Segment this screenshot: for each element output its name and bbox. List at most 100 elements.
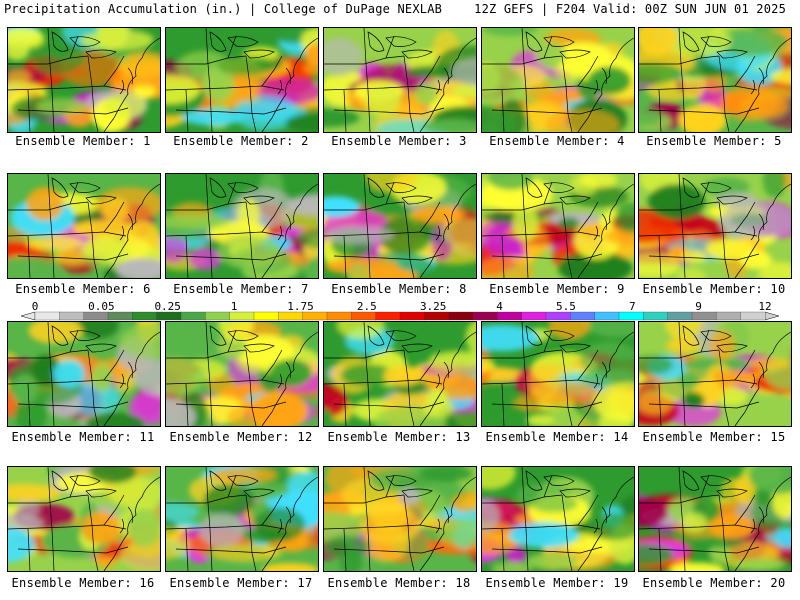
ensemble-map-panel <box>165 321 319 427</box>
ensemble-member-label: Ensemble Member: 11 <box>11 430 155 444</box>
precip-map <box>324 174 476 278</box>
ensemble-map-panel <box>7 27 161 133</box>
ensemble-member-label: Ensemble Member: 2 <box>173 134 309 148</box>
ensemble-member-label: Ensemble Member: 20 <box>642 576 786 590</box>
colorbar-swatch <box>399 311 425 321</box>
precip-map <box>324 322 476 426</box>
chart-title: Precipitation Accumulation (in.) | Colle… <box>4 2 443 16</box>
ensemble-member-label: Ensemble Member: 6 <box>15 282 151 296</box>
colorbar-swatch <box>472 311 498 321</box>
precip-map <box>482 28 634 132</box>
map-boundaries <box>639 174 791 278</box>
colorbar-swatch <box>351 311 377 321</box>
colorbar-swatch <box>132 311 158 321</box>
colorbar-swatch <box>424 311 450 321</box>
colorbar-swatch <box>59 311 85 321</box>
colorbar-swatch <box>545 311 571 321</box>
colorbar-tick-label: 0 <box>32 300 39 313</box>
precip-map <box>8 467 160 571</box>
colorbar-swatch <box>740 311 766 321</box>
ensemble-member-label: Ensemble Member: 17 <box>169 576 313 590</box>
ensemble-member-label: Ensemble Member: 1 <box>15 134 151 148</box>
colorbar-swatch <box>594 311 620 321</box>
map-boundaries <box>639 28 791 132</box>
colorbar-swatch <box>83 311 109 321</box>
precip-map <box>8 174 160 278</box>
ensemble-map-panel <box>481 27 635 133</box>
ensemble-member-label: Ensemble Member: 9 <box>489 282 625 296</box>
precip-map <box>324 28 476 132</box>
ensemble-map-panel <box>481 466 635 572</box>
map-boundaries <box>324 467 476 571</box>
map-boundaries <box>324 174 476 278</box>
colorbar-swatch <box>570 311 596 321</box>
colorbar-tick-label: 9 <box>695 300 702 313</box>
ensemble-map-panel <box>481 173 635 279</box>
precip-map <box>639 28 791 132</box>
colorbar-tick-label: 0.25 <box>154 300 181 313</box>
ensemble-map-panel <box>481 321 635 427</box>
ensemble-map-panel <box>7 321 161 427</box>
map-boundaries <box>166 467 318 571</box>
run-valid-time: 12Z GEFS | F204 Valid: 00Z SUN JUN 01 20… <box>474 2 786 16</box>
map-boundaries <box>482 322 634 426</box>
map-boundaries <box>166 174 318 278</box>
colorbar-swatch <box>107 311 133 321</box>
colorbar-tick-label: 1.75 <box>287 300 314 313</box>
colorbar-swatch <box>618 311 644 321</box>
ensemble-member-label: Ensemble Member: 12 <box>169 430 313 444</box>
ensemble-member-label: Ensemble Member: 4 <box>489 134 625 148</box>
colorbar-swatch <box>497 311 523 321</box>
colorbar-swatch <box>278 311 304 321</box>
colorbar-swatch <box>253 311 279 321</box>
ensemble-map-panel <box>165 466 319 572</box>
map-boundaries <box>8 322 160 426</box>
ensemble-map-panel <box>165 27 319 133</box>
precip-colorbar: 0 0.05 0.25 1 1.75 2.5 3.25 4 5.5 7 9 12 <box>20 300 780 321</box>
colorbar-swatch <box>375 311 401 321</box>
ensemble-member-label: Ensemble Member: 18 <box>327 576 471 590</box>
colorbar-swatch <box>643 311 669 321</box>
ensemble-map-panel <box>165 173 319 279</box>
map-boundaries <box>8 174 160 278</box>
ensemble-member-label: Ensemble Member: 8 <box>331 282 467 296</box>
colorbar-tick-label: 1 <box>231 300 238 313</box>
precip-map <box>482 467 634 571</box>
map-boundaries <box>8 467 160 571</box>
precip-map <box>639 174 791 278</box>
precip-map <box>482 174 634 278</box>
ensemble-map-panel <box>323 173 477 279</box>
ensemble-map-panel <box>638 173 792 279</box>
ensemble-member-label: Ensemble Member: 3 <box>331 134 467 148</box>
ensemble-map-panel <box>7 466 161 572</box>
colorbar-tick-label: 3.25 <box>420 300 447 313</box>
ensemble-map-panel <box>323 27 477 133</box>
precip-map <box>639 322 791 426</box>
precip-map <box>8 28 160 132</box>
colorbar-tick-label: 2.5 <box>357 300 377 313</box>
ensemble-map-panel <box>638 466 792 572</box>
colorbar-tick-label: 5.5 <box>556 300 576 313</box>
colorbar-swatch <box>34 311 60 321</box>
ensemble-member-label: Ensemble Member: 5 <box>646 134 782 148</box>
precip-map <box>482 322 634 426</box>
colorbar-min-arrow <box>20 311 36 321</box>
ensemble-member-label: Ensemble Member: 16 <box>11 576 155 590</box>
colorbar-swatch <box>521 311 547 321</box>
ensemble-map-panel <box>638 321 792 427</box>
precip-map <box>639 467 791 571</box>
ensemble-map-panel <box>323 466 477 572</box>
colorbar-swatch <box>448 311 474 321</box>
colorbar-swatch <box>205 311 231 321</box>
colorbar-tick-label: 7 <box>629 300 636 313</box>
map-boundaries <box>166 28 318 132</box>
map-boundaries <box>166 322 318 426</box>
precip-map <box>166 322 318 426</box>
colorbar-swatch <box>302 311 328 321</box>
precip-map <box>166 174 318 278</box>
colorbar-swatch <box>716 311 742 321</box>
precip-map <box>8 322 160 426</box>
map-boundaries <box>8 28 160 132</box>
map-boundaries <box>482 467 634 571</box>
map-boundaries <box>639 322 791 426</box>
